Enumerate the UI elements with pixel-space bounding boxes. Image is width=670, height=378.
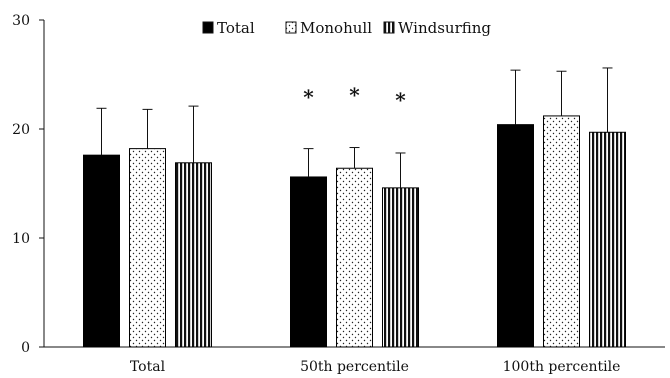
significance-marker: * xyxy=(349,83,360,107)
x-tick-label: 100th percentile xyxy=(503,359,621,375)
y-tick-label: 20 xyxy=(12,122,30,138)
annotations: * * * xyxy=(303,83,406,112)
legend-label-monohull: Monohull xyxy=(300,19,372,37)
bar-monohull-50th-percentile xyxy=(336,167,373,348)
legend-label-total: Total xyxy=(217,19,255,37)
bar-total-100th-percentile xyxy=(497,124,534,348)
legend-label-windsurfing: Windsurfing xyxy=(398,19,491,37)
legend: Total Monohull Windsurfing xyxy=(202,19,491,37)
bar-windsurfing-100th-percentile xyxy=(589,131,626,348)
y-tick-label: 10 xyxy=(12,231,30,247)
significance-marker: * xyxy=(303,85,314,109)
y-tick-label: 30 xyxy=(12,13,30,29)
legend-swatch-total xyxy=(202,21,214,34)
x-tick-label: 50th percentile xyxy=(300,359,409,375)
y-axis: 0 10 20 30 xyxy=(12,13,45,356)
bar-windsurfing-total xyxy=(175,162,212,348)
legend-swatch-windsurfing xyxy=(383,21,395,34)
y-tick-label: 0 xyxy=(21,340,30,356)
bar-monohull-100th-percentile xyxy=(543,115,580,348)
bar-total-50th-percentile xyxy=(290,176,327,348)
legend-swatch-monohull xyxy=(285,21,297,34)
bar-total-total xyxy=(83,154,120,348)
x-tick-label: Total xyxy=(130,359,166,375)
bar-windsurfing-50th-percentile xyxy=(382,187,419,348)
bars xyxy=(83,67,626,348)
significance-marker: * xyxy=(395,88,406,112)
x-axis: Total 50th percentile 100th percentile xyxy=(44,346,665,375)
bar-monohull-total xyxy=(129,148,166,348)
